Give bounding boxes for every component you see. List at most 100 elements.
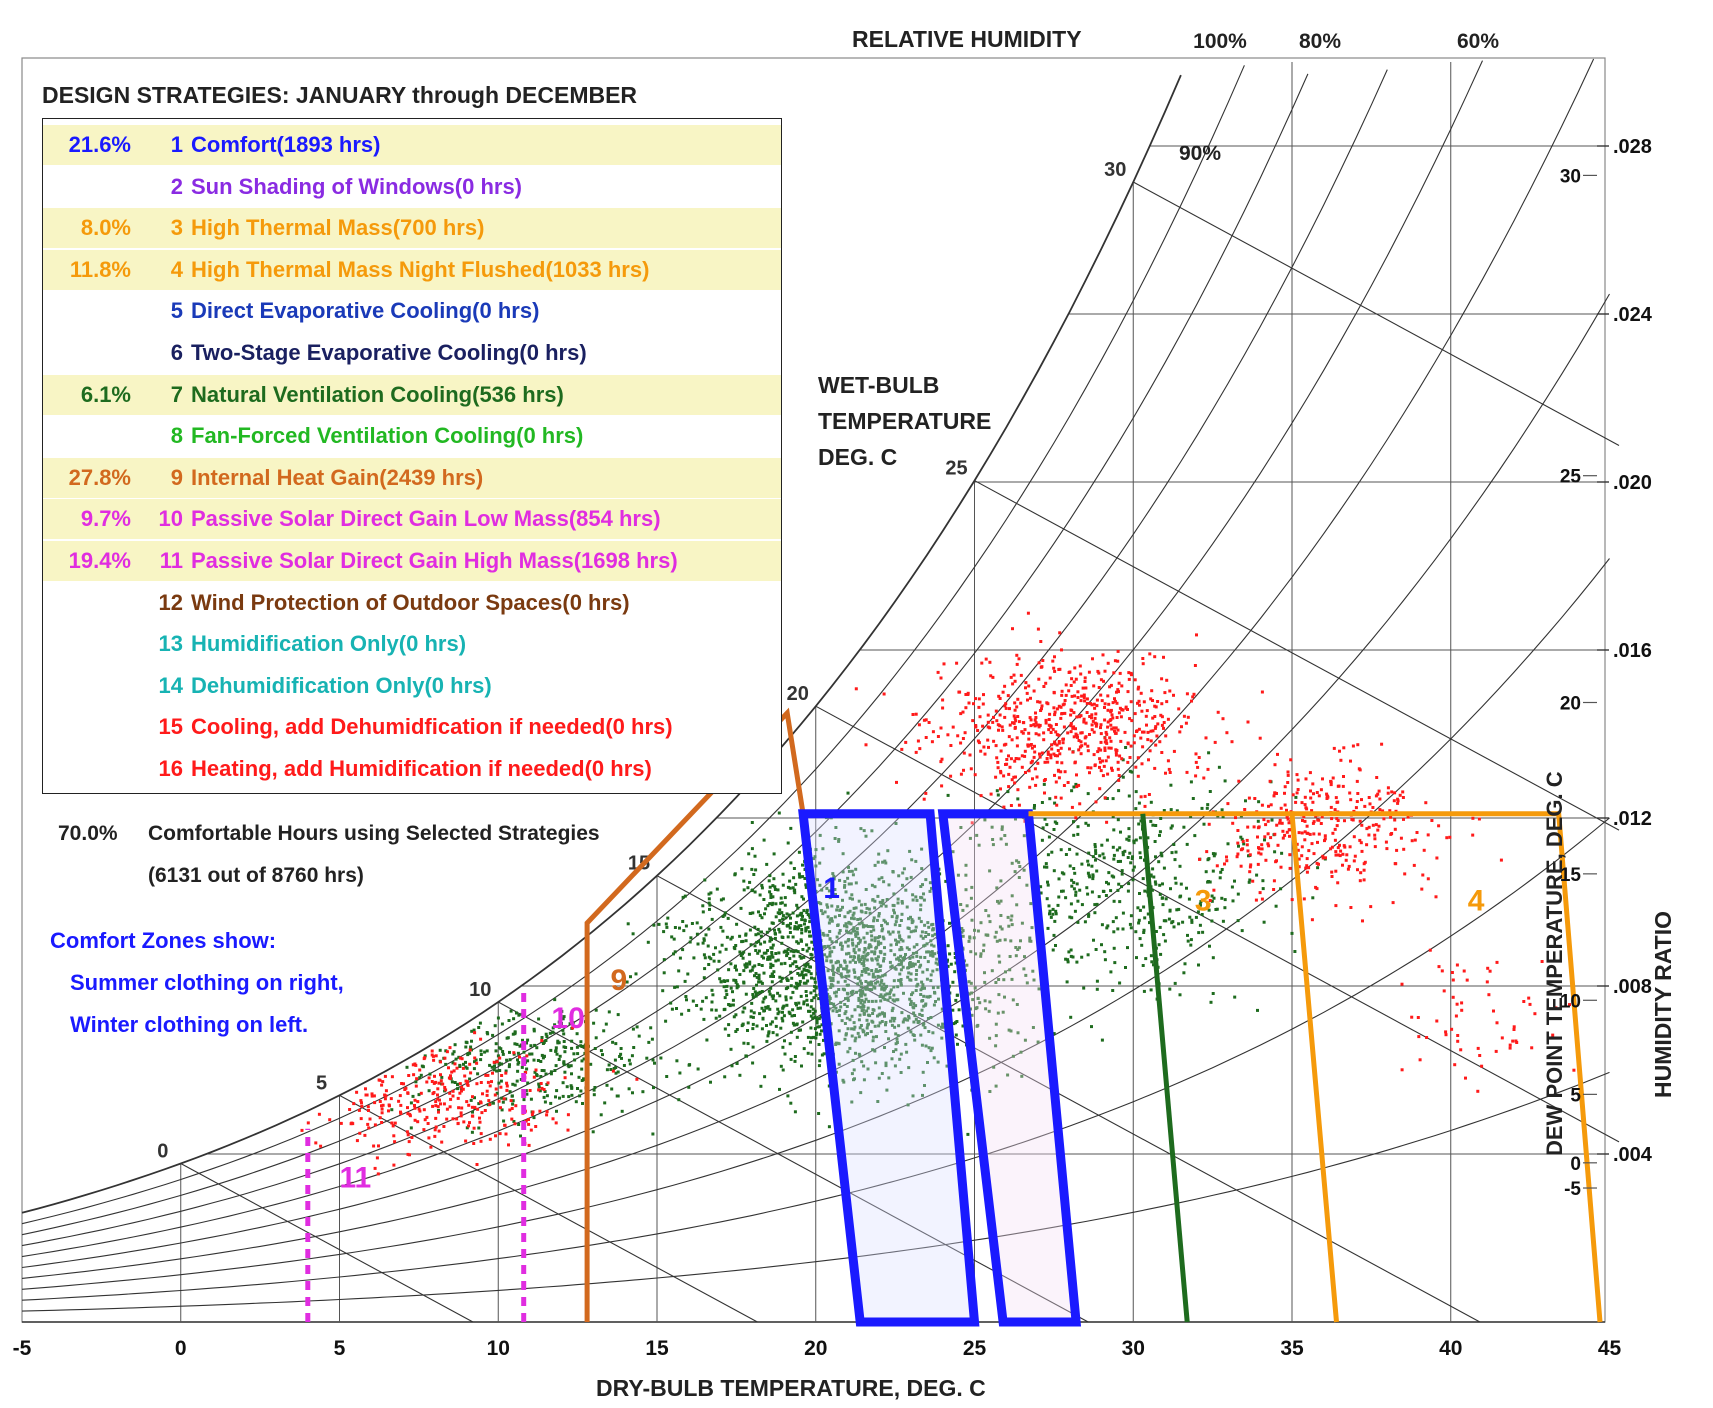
scatter-point [1079, 740, 1083, 744]
scatter-point [1112, 946, 1116, 950]
scatter-point [997, 954, 1001, 958]
scatter-point [999, 879, 1003, 883]
scatter-point [858, 1013, 862, 1017]
scatter-point [1212, 896, 1216, 900]
scatter-point [554, 1049, 558, 1053]
scatter-point [593, 1086, 597, 1089]
scatter-point [749, 1015, 753, 1019]
scatter-point [844, 922, 848, 926]
scatter-point [877, 940, 880, 944]
scatter-point [485, 1089, 489, 1093]
scatter-point [511, 1032, 515, 1036]
wet-bulb-line [339, 1094, 758, 1323]
scatter-point [1554, 1006, 1558, 1010]
scatter-point [827, 999, 831, 1003]
scatter-point [562, 1063, 566, 1067]
scatter-point [941, 706, 945, 710]
scatter-point [731, 1003, 735, 1007]
scatter-point [1040, 707, 1043, 711]
scatter-point [762, 997, 766, 1001]
scatter-point [1055, 760, 1059, 764]
scatter-point [1046, 880, 1049, 884]
scatter-point [1046, 883, 1050, 887]
scatter-point [745, 962, 748, 966]
dew-point-tick-label: 30 [1560, 166, 1581, 187]
scatter-point [1420, 887, 1424, 891]
scatter-point [1137, 822, 1141, 826]
scatter-point [472, 1126, 476, 1130]
scatter-point [1375, 776, 1379, 779]
scatter-point [479, 1058, 483, 1062]
scatter-point [831, 969, 835, 973]
scatter-point [800, 1064, 803, 1068]
scatter-point [1048, 712, 1052, 716]
scatter-point [846, 996, 850, 1000]
scatter-point [1074, 677, 1078, 681]
y-tick-label: .016 [1613, 640, 1652, 662]
y-tick-label: .024 [1613, 304, 1653, 326]
scatter-point [835, 1010, 839, 1013]
legend-item-15: 15 Cooling, add Dehumidfication if needed… [43, 707, 781, 747]
scatter-point [508, 1058, 512, 1062]
scatter-point [848, 1018, 852, 1022]
scatter-point [351, 1122, 355, 1126]
scatter-point [627, 1087, 631, 1091]
scatter-point [898, 934, 902, 938]
scatter-point [1194, 915, 1198, 919]
scatter-point [990, 825, 994, 829]
scatter-point [857, 1035, 861, 1039]
scatter-point [1374, 794, 1378, 798]
scatter-point [1486, 966, 1490, 970]
scatter-point [751, 993, 755, 996]
scatter-point [1168, 771, 1172, 774]
scatter-point [1140, 943, 1144, 947]
scatter-point [851, 958, 855, 962]
scatter-point [1151, 699, 1154, 702]
scatter-point [439, 1060, 442, 1064]
scatter-point [751, 1045, 755, 1049]
scatter-point [890, 964, 894, 968]
scatter-point [1081, 686, 1085, 690]
scatter-point [964, 706, 968, 710]
scatter-point [455, 1066, 459, 1070]
scatter-point [1188, 915, 1192, 919]
scatter-point [982, 693, 985, 697]
scatter-point [852, 1068, 856, 1072]
scatter-point [955, 661, 959, 665]
scatter-point [846, 876, 850, 880]
scatter-point [1334, 796, 1338, 800]
scatter-point [1385, 847, 1389, 851]
scatter-point [915, 951, 919, 955]
scatter-point [895, 780, 898, 784]
scatter-point [916, 960, 920, 963]
scatter-point [1121, 850, 1125, 854]
scatter-point [1094, 712, 1098, 716]
scatter-point [856, 942, 860, 946]
scatter-point [862, 959, 866, 963]
scatter-point [532, 1058, 536, 1062]
scatter-point [828, 953, 832, 957]
scatter-point [844, 967, 848, 971]
scatter-point [899, 954, 903, 958]
scatter-point [1106, 694, 1110, 698]
scatter-point [1442, 989, 1446, 993]
scatter-point [1402, 847, 1406, 851]
scatter-point [858, 1054, 862, 1058]
scatter-point [769, 896, 773, 899]
scatter-point [931, 986, 935, 990]
scatter-point [1045, 757, 1049, 760]
scatter-point [789, 826, 793, 830]
scatter-point [907, 971, 911, 975]
scatter-point [1036, 627, 1040, 631]
scatter-point [856, 956, 860, 960]
scatter-point [1334, 869, 1338, 873]
scatter-point [1359, 871, 1363, 875]
scatter-point [508, 1063, 511, 1067]
scatter-point [1211, 956, 1215, 960]
scatter-point [757, 940, 761, 943]
scatter-point [1246, 720, 1250, 724]
scatter-point [966, 1132, 970, 1136]
scatter-point [1286, 817, 1290, 821]
scatter-point [867, 999, 871, 1003]
scatter-point [432, 1058, 436, 1062]
